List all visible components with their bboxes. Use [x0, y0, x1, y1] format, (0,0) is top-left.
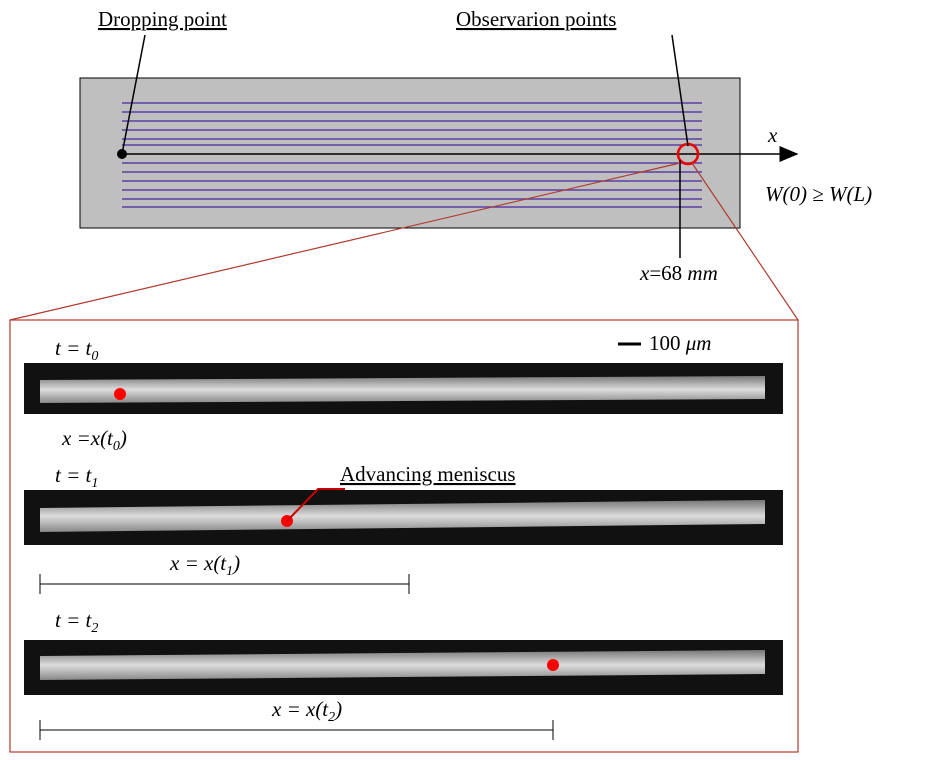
text-part: 2 [328, 710, 335, 725]
diagram: Dropping point Observarion points x W(0)… [0, 0, 947, 760]
text-part: 100 [649, 331, 686, 355]
text-part: 1 [91, 476, 98, 491]
text-part: =68 [649, 261, 687, 285]
condition: W(0) ≥ W(L) [765, 182, 872, 206]
text-part: ) [232, 551, 240, 575]
axis-label: x [767, 123, 778, 147]
strip [24, 490, 783, 545]
text-part: x =x(t [61, 426, 114, 450]
text-part: t = t [55, 463, 93, 487]
position: x=68 mm [639, 261, 718, 285]
label: Dropping point [98, 7, 227, 31]
text-part: mm [687, 261, 717, 285]
scale-label: 100 μm [649, 331, 711, 355]
strip [24, 640, 783, 695]
text-part: ) [119, 426, 127, 450]
strip [24, 363, 783, 414]
text-part: t = t [55, 608, 93, 632]
annotation: Advancing meniscus [340, 462, 516, 486]
text-part: t = t [55, 336, 93, 360]
text-part: 2 [91, 621, 98, 636]
text-part: μm [685, 331, 712, 355]
text-part: x = x(t [169, 551, 227, 575]
plate [80, 78, 740, 228]
text-part: x = x(t [271, 697, 329, 721]
text-part: 0 [91, 349, 98, 364]
text-part: ) [334, 697, 342, 721]
label: Observarion points [456, 7, 616, 31]
text-part: 0 [113, 439, 120, 454]
text-part: 1 [226, 564, 233, 579]
